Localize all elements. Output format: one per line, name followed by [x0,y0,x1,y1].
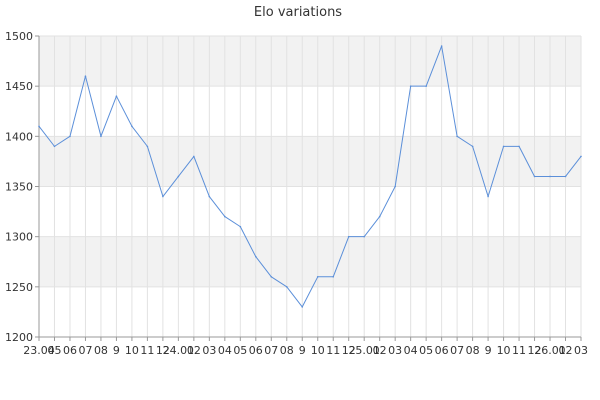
data-point [363,235,366,238]
data-point [115,95,118,97]
data-point [208,195,211,198]
data-point [38,125,40,128]
x-tick-label: 10 [497,344,511,357]
data-point [564,175,567,178]
data-point [69,135,71,138]
x-tick-label: 25.01 [348,344,380,357]
data-point [285,286,288,288]
y-tick-label: 1200 [5,331,33,344]
data-point [580,155,582,158]
y-tick-label: 1400 [5,130,33,143]
series-line [38,45,582,308]
x-tick-label: 07 [78,344,92,357]
x-tick-label: 03 [202,344,216,357]
x-tick-label: 06 [63,344,77,357]
x-tick-label: 10 [125,344,139,357]
x-tick-label: 04 [404,344,418,357]
x-tick-label: 12 [342,344,356,357]
data-point [425,85,427,87]
data-point [378,215,381,218]
data-point [394,185,396,188]
background-bands [39,36,581,287]
x-tick-label: 02 [559,344,573,357]
x-tick-label: 08 [94,344,108,357]
x-tick-label: 03 [574,344,588,357]
data-point [131,125,133,128]
data-point [487,195,489,198]
y-axis-ticks: 1200 1250 1300 1350 1400 1450 1500 [5,30,39,344]
x-tick-label: 07 [264,344,278,357]
data-point [177,175,180,178]
x-tick-label: 05 [419,344,433,357]
x-tick-label: 06 [249,344,263,357]
y-tick-label: 1450 [5,80,33,93]
grid-band [39,236,581,287]
data-point [440,45,443,47]
data-point [146,145,149,148]
x-tick-label: 11 [140,344,154,357]
x-tick-label: 05 [47,344,61,357]
data-point [84,75,87,77]
x-tick-label: 12 [528,344,542,357]
x-tick-label: 23.04 [23,344,55,357]
data-point [162,195,164,198]
x-tick-label: 26.01 [534,344,566,357]
data-point [255,255,257,258]
x-tick-label: 08 [466,344,480,357]
data-point [193,155,195,158]
data-point [471,145,474,148]
x-tick-label: 02 [187,344,201,357]
data-point [301,306,304,308]
data-point [224,215,226,218]
x-tick-label: 11 [326,344,340,357]
grid-band [39,36,581,87]
data-point [100,135,102,138]
x-tick-label: 05 [233,344,247,357]
y-tick-label: 1300 [5,231,33,244]
x-tick-label: 02 [373,344,387,357]
grid-band [39,136,581,187]
y-tick-label: 1500 [5,30,33,43]
data-point [409,85,412,87]
x-tick-label: 10 [311,344,325,357]
x-tick-label: 24.01 [163,344,195,357]
data-point [53,145,56,148]
x-tick-label: 04 [218,344,232,357]
y-tick-label: 1250 [5,281,33,294]
x-tick-label: 9 [485,344,492,357]
data-point [549,175,551,178]
x-tick-label: 08 [280,344,294,357]
chart-title: Elo variations [254,5,342,20]
data-point [332,276,335,278]
data-point [270,276,273,278]
x-tick-label: 07 [450,344,464,357]
x-tick-label: 11 [512,344,526,357]
y-tick-label: 1350 [5,181,33,194]
x-tick-label: 12 [156,344,170,357]
data-point [239,225,242,228]
x-tick-label: 03 [388,344,402,357]
data-point [502,145,505,148]
x-tick-label: 9 [299,344,306,357]
data-point [533,175,536,178]
series-group [38,45,582,308]
x-tick-label: 06 [435,344,449,357]
x-tick-label: 9 [113,344,120,357]
data-point [316,276,319,278]
data-point [456,135,458,138]
data-point [347,235,350,238]
data-point [518,145,520,148]
